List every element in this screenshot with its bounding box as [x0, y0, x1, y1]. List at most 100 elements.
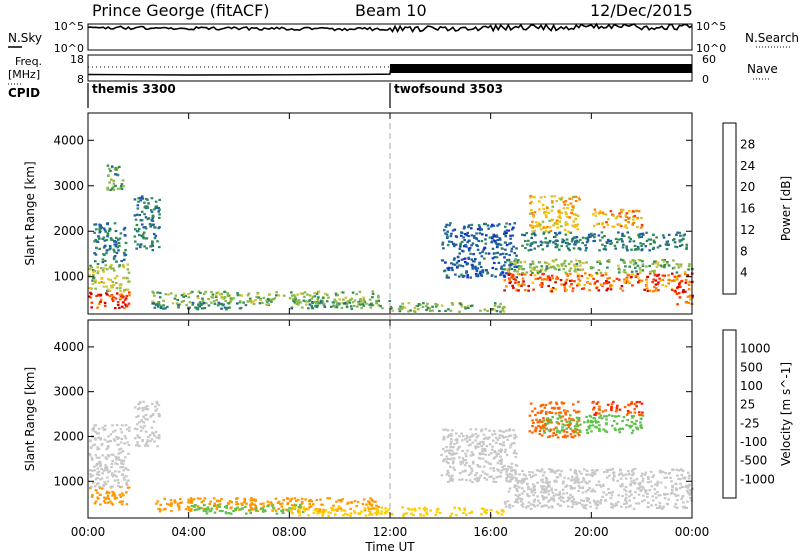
power-cell	[663, 266, 666, 269]
y-axis-title: Slant Range [km]	[23, 161, 37, 265]
power-cell	[639, 269, 642, 272]
power-cell	[574, 213, 578, 216]
power-cell	[480, 240, 484, 243]
velocity-cell	[684, 476, 687, 479]
velocity-cell	[640, 488, 643, 492]
velocity-cell	[617, 494, 620, 497]
power-cell	[630, 275, 633, 279]
power-cell	[103, 239, 107, 242]
power-cell	[94, 223, 98, 226]
power-cell	[513, 265, 516, 268]
power-cell	[530, 225, 533, 228]
power-cell	[523, 273, 527, 276]
velocity-cell	[88, 454, 92, 457]
power-cell	[481, 233, 484, 236]
velocity-cell	[622, 416, 626, 419]
velocity-cell	[107, 445, 110, 448]
velocity-cell	[507, 435, 510, 438]
power-cell	[116, 174, 119, 177]
velocity-cell	[458, 435, 461, 438]
velocity-cell	[492, 477, 496, 480]
power-cell	[571, 205, 575, 208]
velocity-cell	[280, 505, 284, 508]
power-cell	[317, 290, 321, 293]
velocity-cell	[567, 498, 571, 501]
velocity-cell	[654, 503, 658, 506]
power-cell	[619, 287, 622, 290]
velocity-cell	[540, 468, 544, 471]
velocity-cell	[583, 468, 586, 471]
velocity-cell	[95, 473, 99, 476]
velocity-cell	[538, 432, 542, 435]
velocity-cell	[468, 438, 472, 442]
power-cell	[641, 260, 644, 263]
velocity-cell	[213, 504, 216, 507]
velocity-cell	[566, 434, 569, 438]
velocity-cell	[589, 473, 593, 476]
power-cell	[642, 243, 645, 246]
power-cell	[336, 294, 340, 297]
velocity-cell	[545, 485, 548, 489]
velocity-cell	[155, 436, 159, 439]
power-cell	[492, 224, 496, 227]
velocity-cell	[593, 470, 597, 473]
velocity-cell	[652, 474, 656, 477]
power-cell	[462, 245, 466, 248]
power-cell	[158, 296, 162, 299]
power-cell	[102, 270, 105, 273]
power-cell	[565, 278, 569, 281]
velocity-cell	[113, 495, 117, 498]
velocity-cell	[336, 509, 339, 512]
velocity-cell	[410, 512, 413, 515]
power-cell	[596, 280, 599, 283]
power-cell	[606, 223, 610, 226]
power-cell	[645, 287, 649, 290]
power-cell	[536, 224, 539, 227]
velocity-cell	[676, 474, 679, 477]
velocity-cell	[544, 481, 548, 484]
power-cell	[552, 266, 556, 269]
power-cell	[665, 241, 669, 244]
velocity-cell	[285, 508, 288, 511]
velocity-cell	[538, 429, 542, 432]
power-cell	[529, 242, 533, 245]
power-cell	[126, 277, 129, 280]
velocity-cell	[646, 481, 650, 484]
velocity-cell	[266, 500, 270, 503]
velocity-cell	[449, 446, 452, 449]
power-cell	[292, 297, 295, 300]
velocity-cell	[659, 481, 663, 484]
power-cell	[428, 309, 432, 313]
power-cell	[537, 245, 540, 248]
velocity-cell	[549, 418, 553, 422]
power-cell	[529, 196, 532, 199]
power-cell	[597, 260, 601, 263]
velocity-cell	[270, 504, 274, 507]
power-cell	[600, 231, 604, 234]
velocity-cell	[627, 473, 631, 476]
velocity-cell	[513, 437, 516, 440]
velocity-cell	[595, 483, 598, 487]
velocity-cell	[585, 428, 589, 432]
velocity-cell	[514, 479, 518, 482]
velocity-cell	[189, 509, 193, 512]
velocity-cell	[419, 513, 422, 516]
power-cell	[258, 302, 262, 305]
power-cell	[636, 264, 640, 267]
velocity-cell	[234, 508, 238, 512]
power-cell	[158, 246, 161, 249]
velocity-cell	[440, 474, 444, 477]
velocity-cell	[474, 428, 478, 431]
power-cell	[215, 299, 218, 302]
power-cell	[118, 165, 121, 168]
velocity-cell	[205, 510, 208, 513]
velocity-cell	[635, 478, 639, 481]
power-cell	[568, 243, 571, 246]
power-cell	[510, 250, 513, 253]
power-cell	[654, 279, 658, 282]
velocity-cell	[370, 498, 374, 501]
power-cell	[575, 262, 579, 265]
velocity-cell	[229, 512, 233, 515]
power-cell	[667, 233, 671, 236]
velocity-cell	[550, 487, 553, 490]
